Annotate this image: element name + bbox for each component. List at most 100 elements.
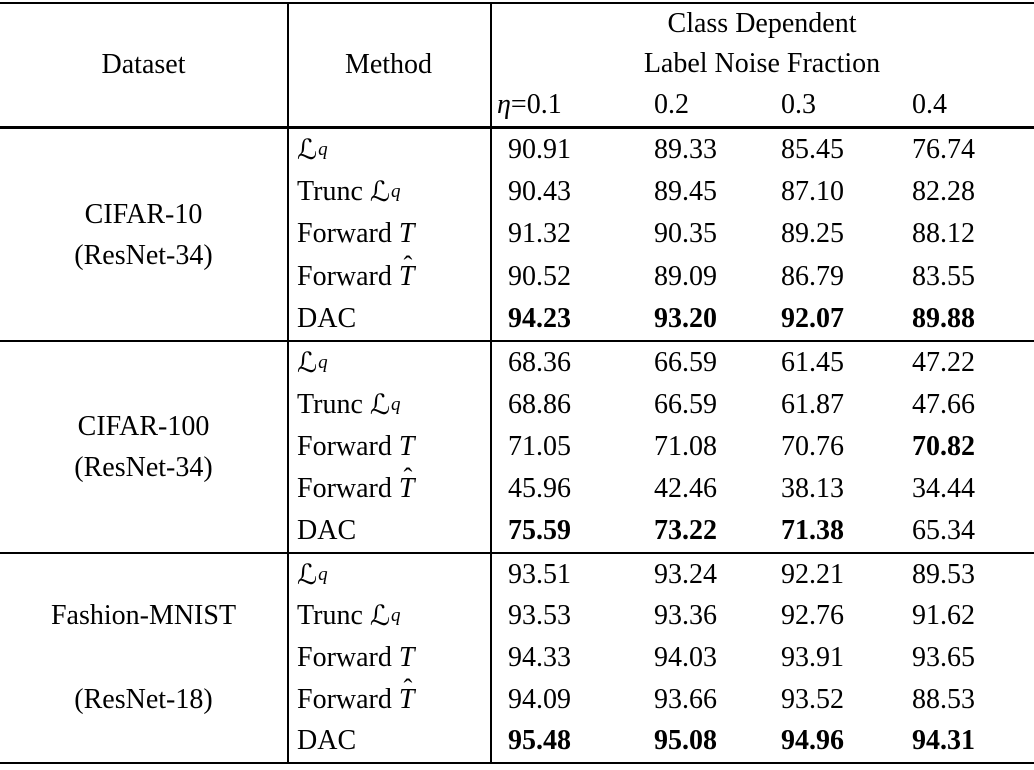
method-label-text: DAC xyxy=(297,302,357,334)
table-rule-bottom xyxy=(0,762,1034,764)
value-cell: 94.23 xyxy=(508,302,571,334)
dataset-cell: Fashion-MNIST (ResNet-18) xyxy=(0,554,287,762)
noise-title-line2: Label Noise Fraction xyxy=(643,48,881,79)
noise-level-header-row: η = 0.1 0.2 0.3 0.4 xyxy=(490,84,1034,126)
method-script-l-symbol: ℒ xyxy=(297,348,318,379)
value-cell: 95.08 xyxy=(654,725,717,757)
method-label-text: Forward xyxy=(297,218,399,250)
dataset-architecture: (ResNet-34) xyxy=(74,452,213,483)
value-cell: 93.52 xyxy=(781,683,844,715)
value-cell: 89.88 xyxy=(912,302,975,334)
value-cell: 90.35 xyxy=(654,218,717,250)
value-cell: 70.82 xyxy=(912,431,975,462)
dataset-column-header: Dataset xyxy=(101,49,186,80)
value-cell: 94.03 xyxy=(654,641,717,673)
method-math-symbol: T xyxy=(398,641,415,673)
noise-level-value: 0.4 xyxy=(912,89,947,120)
value-cell: 38.13 xyxy=(781,473,844,504)
value-cell: 93.51 xyxy=(508,558,571,590)
value-cell: 89.25 xyxy=(781,218,844,250)
value-cell: 61.87 xyxy=(781,389,844,420)
dataset-architecture: (ResNet-18) xyxy=(74,683,213,715)
value-cell: 71.38 xyxy=(781,515,844,546)
value-cell: 93.24 xyxy=(654,558,717,590)
method-label: DAC xyxy=(287,510,490,552)
value-cell: 47.66 xyxy=(912,389,975,420)
method-subscript: q xyxy=(318,139,328,161)
table-rule-group2-separator xyxy=(0,552,1034,554)
noise-level-value: 0.1 xyxy=(526,89,562,120)
header-row: Dataset Method Class Dependent Label Noi… xyxy=(0,4,1034,126)
value-cell: 47.22 xyxy=(912,347,975,378)
value-cell: 88.12 xyxy=(912,218,975,250)
table-rule-group1-separator xyxy=(0,340,1034,342)
noise-header-block: Class Dependent Label Noise Fraction η =… xyxy=(490,4,1034,126)
method-label-text: Forward xyxy=(297,431,399,462)
noise-level-cell: η = 0.1 xyxy=(490,84,636,126)
value-cell: 61.45 xyxy=(781,347,844,378)
value-cell: 89.33 xyxy=(654,134,717,166)
equals-sign: = xyxy=(510,89,527,120)
value-cell: 93.65 xyxy=(912,641,975,673)
method-label-text: Forward xyxy=(297,641,399,673)
value-cell: 76.74 xyxy=(912,134,975,166)
method-label-text: Trunc xyxy=(297,176,370,208)
method-subscript: q xyxy=(391,394,401,415)
value-cell: 92.76 xyxy=(781,600,844,632)
value-cell: 88.53 xyxy=(912,683,975,715)
value-cell: 89.45 xyxy=(654,176,717,208)
value-cell: 85.45 xyxy=(781,134,844,166)
value-cell: 94.09 xyxy=(508,683,571,715)
table-rule-top xyxy=(0,2,1034,4)
method-script-l-symbol: ℒ xyxy=(369,390,391,421)
method-script-l-symbol: ℒ xyxy=(297,559,318,591)
method-label-text: Forward xyxy=(297,473,399,504)
method-subscript: q xyxy=(318,352,328,373)
method-label-text: Trunc xyxy=(297,600,370,632)
value-cell: 94.33 xyxy=(508,641,571,673)
value-cell: 93.36 xyxy=(654,600,717,632)
method-label-text: Trunc xyxy=(297,389,370,420)
dataset-label: CIFAR-10 (ResNet-34) xyxy=(0,129,287,340)
value-cell: 75.59 xyxy=(508,515,571,546)
method-label-text: Forward xyxy=(297,260,399,292)
dataset-architecture: (ResNet-34) xyxy=(74,239,213,271)
hat-accent: ˆ xyxy=(403,462,413,493)
table-rule-method-values-divider xyxy=(490,2,492,764)
value-cell: 65.34 xyxy=(912,515,975,546)
noise-level-cell: 0.3 xyxy=(763,84,894,126)
noise-title-line1: Class Dependent xyxy=(667,8,857,39)
value-cell: 90.52 xyxy=(508,260,571,292)
value-cell: 94.96 xyxy=(781,725,844,757)
method-script-l-symbol: ℒ xyxy=(297,135,318,167)
method-math-symbol: T xyxy=(398,218,415,250)
dataset-name: CIFAR-100 xyxy=(77,411,210,442)
value-cell: 73.22 xyxy=(654,515,717,546)
value-cell: 68.36 xyxy=(508,347,571,378)
dataset-cell: CIFAR-100 (ResNet-34) xyxy=(0,342,287,552)
dataset-name: CIFAR-10 xyxy=(84,198,203,230)
method-subscript: q xyxy=(391,605,401,627)
value-cell: 82.28 xyxy=(912,176,975,208)
value-cell: 91.62 xyxy=(912,600,975,632)
method-label: Forward T xyxy=(287,213,490,255)
value-cell: 90.43 xyxy=(508,176,571,208)
method-label-text: DAC xyxy=(297,515,357,546)
method-label-text: DAC xyxy=(297,725,357,757)
method-column-header: Method xyxy=(344,49,433,80)
hat-accent: ˆ xyxy=(403,250,413,281)
value-cell: 89.53 xyxy=(912,558,975,590)
method-math-symbol: T xyxy=(398,431,415,462)
table-rule-dataset-method-divider xyxy=(287,2,289,764)
